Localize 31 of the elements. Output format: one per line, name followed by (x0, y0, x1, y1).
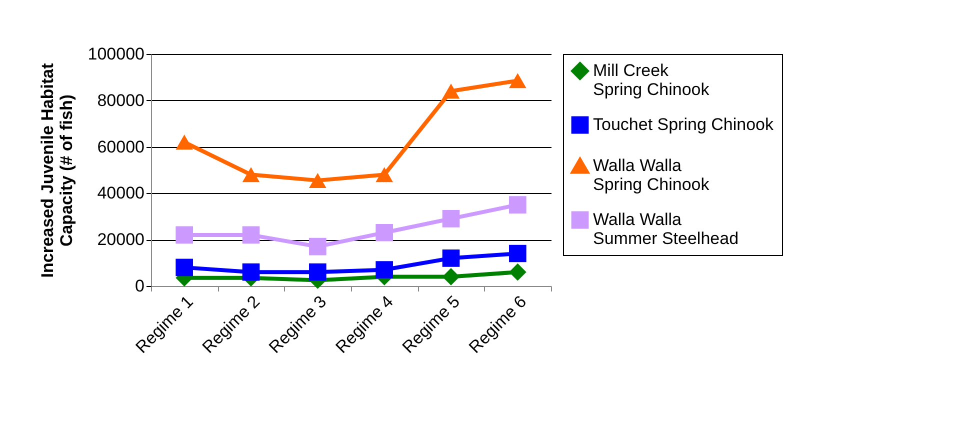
point (376, 167, 393, 182)
point (509, 73, 526, 88)
point (376, 261, 393, 278)
legend-label: Touchet Spring Chinook (593, 115, 774, 134)
point (242, 167, 260, 182)
y-tick-label: 20000 (97, 230, 144, 250)
legend-label: Walla Walla Spring Chinook (593, 156, 710, 194)
y-tick-label: 60000 (97, 137, 144, 156)
legend-label: Walla Walla Summer Steelhead (593, 210, 739, 248)
point (442, 268, 460, 286)
point (509, 263, 526, 281)
y-tick-label: 0 (135, 276, 144, 296)
point (309, 238, 326, 256)
y-tick-label: 80000 (97, 90, 144, 110)
legend-label: Mill Creek Spring Chinook (593, 61, 710, 99)
point (509, 196, 526, 214)
y-axis-title: Increased Juvenile Habitat Capacity (# of fish) (38, 62, 76, 278)
point (309, 263, 326, 281)
point (242, 263, 260, 281)
point (442, 250, 460, 267)
point (242, 226, 260, 244)
point (176, 258, 193, 276)
y-tick-label: 40000 (97, 184, 144, 203)
point (509, 244, 526, 262)
point (309, 172, 326, 188)
point (376, 224, 393, 242)
point (442, 84, 460, 99)
point (176, 134, 193, 150)
point (442, 210, 460, 228)
y-tick-label: 100000 (88, 44, 144, 64)
point (176, 226, 193, 244)
